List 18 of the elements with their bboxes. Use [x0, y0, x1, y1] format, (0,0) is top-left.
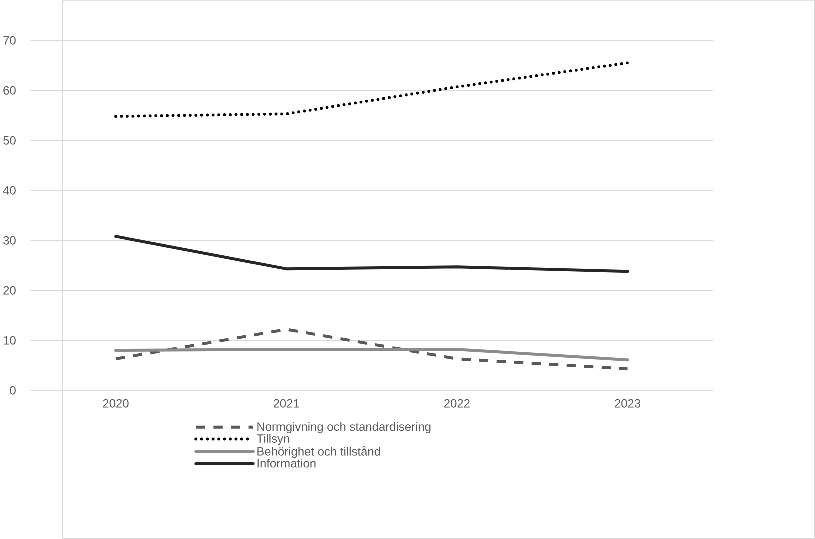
- legend-label: Information: [258, 458, 316, 468]
- y-tick-label: 0: [10, 386, 16, 395]
- y-tick-label: 20: [4, 286, 16, 295]
- y-tick-label: 10: [4, 336, 16, 345]
- y-tick-label: 60: [4, 86, 16, 95]
- x-tick-label: 2020: [103, 399, 129, 408]
- y-tick-label: 30: [4, 236, 16, 245]
- line-series: [114, 235, 630, 273]
- legend-label: Behörighet och tillstånd: [258, 446, 380, 458]
- legend-label: Normgivning och standardisering: [258, 422, 431, 434]
- legend-label: Tillsyn: [256, 434, 290, 446]
- y-tick-label: 70: [4, 36, 16, 45]
- line-series: [114, 62, 630, 118]
- x-tick-label: 2021: [274, 399, 300, 408]
- y-tick-label: 50: [4, 136, 16, 145]
- x-tick-label: 2022: [444, 399, 470, 408]
- y-tick-label: 40: [3, 186, 16, 195]
- x-tick-label: 2023: [615, 399, 641, 408]
